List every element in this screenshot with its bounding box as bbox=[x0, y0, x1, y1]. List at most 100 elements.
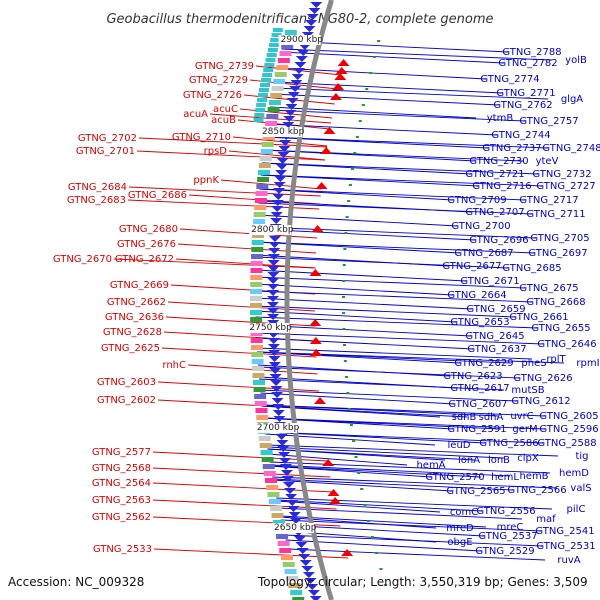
right-gene-label[interactable]: GTNG_2661 bbox=[509, 312, 568, 323]
right-gene-label[interactable]: lonB bbox=[488, 455, 510, 466]
left-gene-label[interactable]: GTNG_2602 bbox=[97, 395, 156, 406]
left-gene-label[interactable]: GTNG_2603 bbox=[97, 377, 156, 388]
right-gene-label[interactable]: GTNG_2732 bbox=[532, 169, 591, 180]
right-gene-label[interactable]: GTNG_2668 bbox=[526, 297, 585, 308]
right-gene-label[interactable]: GTNG_2655 bbox=[531, 323, 590, 334]
right-gene-label[interactable]: yolB bbox=[565, 55, 587, 66]
right-gene-label[interactable]: GTNG_2570 bbox=[425, 472, 484, 483]
left-gene-label[interactable]: GTNG_2662 bbox=[107, 297, 166, 308]
right-gene-label[interactable]: GTNG_2605 bbox=[539, 411, 598, 422]
right-gene-label[interactable]: GTNG_2626 bbox=[513, 373, 572, 384]
left-gene-label[interactable]: GTNG_2636 bbox=[105, 312, 164, 323]
left-gene-label[interactable]: GTNG_2577 bbox=[92, 447, 151, 458]
right-gene-label[interactable]: GTNG_2737 bbox=[482, 143, 541, 154]
right-gene-label[interactable]: GTNG_2721 bbox=[465, 169, 524, 180]
left-gene-label[interactable]: GTNG_2683 bbox=[67, 195, 126, 206]
left-gene-label[interactable]: GTNG_2702 bbox=[78, 133, 137, 144]
right-gene-label[interactable]: GTNG_2700 bbox=[451, 221, 510, 232]
right-gene-label[interactable]: pilC bbox=[567, 504, 586, 515]
right-gene-label[interactable]: GTNG_2566 bbox=[507, 485, 566, 496]
left-gene-label[interactable]: GTNG_2670 bbox=[53, 254, 112, 265]
right-gene-label[interactable]: GTNG_2617 bbox=[450, 383, 509, 394]
right-gene-label[interactable]: obgE bbox=[447, 537, 472, 548]
right-gene-label[interactable]: GTNG_2711 bbox=[526, 209, 585, 220]
right-gene-label[interactable]: GTNG_2556 bbox=[476, 506, 535, 517]
right-gene-label[interactable]: leuD bbox=[448, 440, 471, 451]
left-gene-label[interactable]: GTNG_2533 bbox=[93, 544, 152, 555]
right-gene-label[interactable]: GTNG_2727 bbox=[536, 181, 595, 192]
right-gene-label[interactable]: GTNG_2782 bbox=[498, 58, 557, 69]
right-gene-label[interactable]: GTNG_2677 bbox=[442, 261, 501, 272]
right-gene-label[interactable]: GTNG_2744 bbox=[491, 130, 550, 141]
left-gene-label[interactable]: rpsD bbox=[204, 146, 228, 157]
right-gene-label[interactable]: lonA bbox=[458, 455, 480, 466]
right-gene-label[interactable]: rplT bbox=[546, 354, 566, 365]
right-gene-label[interactable]: gerM bbox=[512, 424, 537, 435]
right-gene-label[interactable]: GTNG_2707 bbox=[465, 207, 524, 218]
right-gene-label[interactable]: GTNG_2664 bbox=[447, 290, 506, 301]
right-gene-label[interactable]: GTNG_2717 bbox=[519, 195, 578, 206]
left-gene-label[interactable]: GTNG_2669 bbox=[110, 280, 169, 291]
right-gene-label[interactable]: hemD bbox=[559, 468, 589, 479]
right-gene-label[interactable]: valS bbox=[570, 483, 591, 494]
left-gene-label[interactable]: GTNG_2564 bbox=[92, 478, 151, 489]
left-gene-label[interactable]: GTNG_2726 bbox=[183, 90, 242, 101]
right-gene-label[interactable]: GTNG_2675 bbox=[519, 283, 578, 294]
right-gene-label[interactable]: GTNG_2771 bbox=[496, 88, 555, 99]
right-gene-label[interactable]: GTNG_2623 bbox=[443, 371, 502, 382]
left-gene-label[interactable]: GTNG_2710 bbox=[172, 132, 231, 143]
right-gene-label[interactable]: GTNG_2588 bbox=[537, 438, 596, 449]
right-gene-label[interactable]: GTNG_2762 bbox=[493, 100, 552, 111]
right-gene-label[interactable]: GTNG_2748 bbox=[542, 143, 600, 154]
right-gene-label[interactable]: GTNG_2696 bbox=[469, 235, 528, 246]
right-gene-label[interactable]: GTNG_2774 bbox=[480, 74, 539, 85]
right-gene-label[interactable]: GTNG_2541 bbox=[535, 526, 594, 537]
right-gene-label[interactable]: GTNG_2591 bbox=[447, 424, 506, 435]
right-gene-label[interactable]: mreD bbox=[446, 523, 474, 534]
left-gene-label[interactable]: GTNG_2562 bbox=[92, 512, 151, 523]
left-gene-label[interactable]: ppnK bbox=[193, 175, 219, 186]
right-gene-label[interactable]: GTNG_2537 bbox=[478, 531, 537, 542]
right-gene-label[interactable]: mreC bbox=[497, 522, 524, 533]
right-gene-label[interactable]: clpX bbox=[517, 453, 539, 464]
left-gene-label[interactable]: GTNG_2672 bbox=[115, 254, 174, 265]
right-gene-label[interactable]: GTNG_2716 bbox=[472, 181, 531, 192]
left-gene-label[interactable]: GTNG_2676 bbox=[117, 239, 176, 250]
left-gene-label[interactable]: GTNG_2686 bbox=[128, 190, 187, 201]
right-gene-label[interactable]: GTNG_2788 bbox=[502, 47, 561, 58]
left-gene-label[interactable]: GTNG_2625 bbox=[101, 343, 160, 354]
left-gene-label[interactable]: acuC bbox=[213, 104, 238, 115]
right-gene-label[interactable]: GTNG_2645 bbox=[465, 331, 524, 342]
right-gene-label[interactable]: GTNG_2705 bbox=[530, 233, 589, 244]
right-gene-label[interactable]: GTNG_2607 bbox=[448, 399, 507, 410]
right-gene-label[interactable]: yteV bbox=[536, 156, 559, 167]
right-gene-label[interactable]: GTNG_2586 bbox=[479, 438, 538, 449]
left-gene-label[interactable]: acuB bbox=[211, 115, 236, 126]
right-gene-label[interactable]: GTNG_2757 bbox=[519, 116, 578, 127]
right-gene-label[interactable]: sdhA bbox=[479, 412, 504, 423]
right-gene-label[interactable]: glgA bbox=[561, 94, 583, 105]
right-gene-label[interactable]: rpmI bbox=[576, 358, 599, 369]
right-gene-label[interactable]: maf bbox=[536, 514, 556, 525]
right-gene-label[interactable]: uvrC bbox=[510, 411, 533, 422]
right-gene-label[interactable]: GTNG_2612 bbox=[511, 396, 570, 407]
right-gene-label[interactable]: GTNG_2629 bbox=[454, 358, 513, 369]
right-gene-label[interactable]: GTNG_2697 bbox=[528, 248, 587, 259]
right-gene-label[interactable]: mutSB bbox=[511, 385, 544, 396]
right-gene-label[interactable]: GTNG_2671 bbox=[460, 276, 519, 287]
right-gene-label[interactable]: GTNG_2730 bbox=[469, 156, 528, 167]
right-gene-label[interactable]: GTNG_2646 bbox=[537, 339, 596, 350]
right-gene-label[interactable]: hemA bbox=[416, 460, 445, 471]
right-gene-label[interactable]: ytmB bbox=[487, 113, 514, 124]
left-gene-label[interactable]: GTNG_2680 bbox=[119, 224, 178, 235]
left-gene-label[interactable]: GTNG_2568 bbox=[92, 463, 151, 474]
left-gene-label[interactable]: GTNG_2729 bbox=[189, 75, 248, 86]
right-gene-label[interactable]: GTNG_2687 bbox=[454, 248, 513, 259]
right-gene-label[interactable]: tig bbox=[575, 451, 588, 462]
right-gene-label[interactable]: hemL bbox=[491, 472, 519, 483]
left-gene-label[interactable]: GTNG_2628 bbox=[103, 327, 162, 338]
right-gene-label[interactable]: hemB bbox=[519, 471, 548, 482]
right-gene-label[interactable]: GTNG_2653 bbox=[450, 317, 509, 328]
right-gene-label[interactable]: sdhB bbox=[452, 412, 477, 423]
left-gene-label[interactable]: GTNG_2701 bbox=[76, 146, 135, 157]
